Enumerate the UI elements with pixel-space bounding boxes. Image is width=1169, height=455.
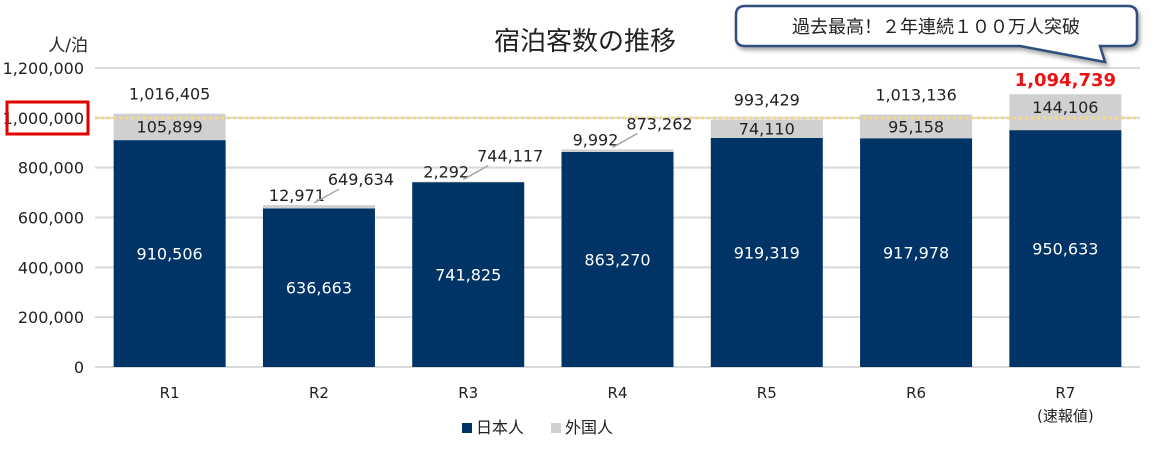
bar-foreign xyxy=(860,114,973,139)
bar-japanese xyxy=(262,208,375,367)
label-total: 744,117 xyxy=(477,147,543,166)
leader-line xyxy=(612,132,638,149)
y-tick-label: 600,000 xyxy=(18,209,84,228)
label-japanese: 917,978 xyxy=(883,244,949,263)
label-foreign: 2,292 xyxy=(423,163,469,182)
y-tick-label: 1,200,000 xyxy=(3,59,84,78)
label-total: 1,013,136 xyxy=(875,86,956,105)
x-tick-label: R3 xyxy=(458,384,478,402)
label-foreign: 95,158 xyxy=(888,117,944,136)
bar-foreign xyxy=(1009,94,1122,131)
bar-foreign xyxy=(561,149,674,152)
x-tick-label: R5 xyxy=(757,384,777,402)
bar-japanese xyxy=(561,151,674,367)
label-total: 1,094,739 xyxy=(1015,70,1116,91)
y-tick-label: 0 xyxy=(74,358,84,377)
bar-japanese xyxy=(860,138,973,367)
x-tick-sublabel: (速報値) xyxy=(1037,407,1094,425)
y-tick-label: 400,000 xyxy=(18,258,84,277)
label-japanese: 950,633 xyxy=(1032,240,1098,259)
y-tick-label: 200,000 xyxy=(18,308,84,327)
label-japanese: 636,663 xyxy=(286,279,352,298)
label-japanese: 863,270 xyxy=(584,250,650,269)
label-foreign: 105,899 xyxy=(137,118,203,137)
callout-text: 過去最高！２年連続１００万人突破 xyxy=(792,17,1080,38)
data-labels: 910,506 105,899 1,016,405 636,663 12,971649,… xyxy=(129,70,1116,297)
x-axis-labels: R1 R2 R3 R4 R5 R6 R7 (速報値) xyxy=(160,384,1094,425)
label-foreign: 74,110 xyxy=(739,120,795,139)
chart-title: 宿泊客数の推移 xyxy=(494,27,676,57)
label-foreign: 12,971 xyxy=(269,186,325,205)
x-tick-label: R4 xyxy=(608,384,628,402)
x-tick-label: R2 xyxy=(309,384,329,402)
bar-foreign xyxy=(412,181,525,183)
label-foreign: 9,992 xyxy=(573,130,619,149)
label-total: 1,016,405 xyxy=(129,85,210,104)
legend-label-japanese: 日本人 xyxy=(476,418,524,437)
label-foreign: 144,106 xyxy=(1032,98,1098,117)
y-axis-label: 人/泊 xyxy=(48,36,88,56)
leader-line xyxy=(462,164,489,181)
y-tick-label: 1,000,000 xyxy=(3,109,84,128)
bar-japanese xyxy=(412,182,525,367)
label-total: 649,634 xyxy=(328,170,394,189)
label-japanese: 919,319 xyxy=(734,243,800,262)
label-japanese: 741,825 xyxy=(435,266,501,285)
x-tick-label: R1 xyxy=(160,384,180,402)
callout: 過去最高！２年連続１００万人突破 xyxy=(734,4,1139,64)
highlighted-tick-box xyxy=(5,100,90,136)
label-total: 993,429 xyxy=(734,90,800,109)
legend-label-foreign: 外国人 xyxy=(565,418,613,437)
x-tick-label: R7 xyxy=(1055,384,1075,402)
y-tick-label: 800,000 xyxy=(18,159,84,178)
bar-foreign xyxy=(710,119,823,138)
legend: 日本人 外国人 xyxy=(462,418,613,437)
bar-japanese xyxy=(710,137,823,367)
legend-swatch-foreign xyxy=(551,423,561,433)
y-axis-ticks: 0 200,000 400,000 600,000 800,000 1,000,000 1,… xyxy=(3,59,84,377)
bar-japanese xyxy=(1009,130,1122,367)
bar-japanese xyxy=(113,140,226,367)
legend-swatch-japanese xyxy=(462,423,472,433)
label-total: 873,262 xyxy=(626,114,692,133)
leader-line xyxy=(313,188,340,204)
bar-foreign xyxy=(262,205,375,209)
label-japanese: 910,506 xyxy=(137,245,203,264)
x-tick-label: R6 xyxy=(906,384,926,402)
